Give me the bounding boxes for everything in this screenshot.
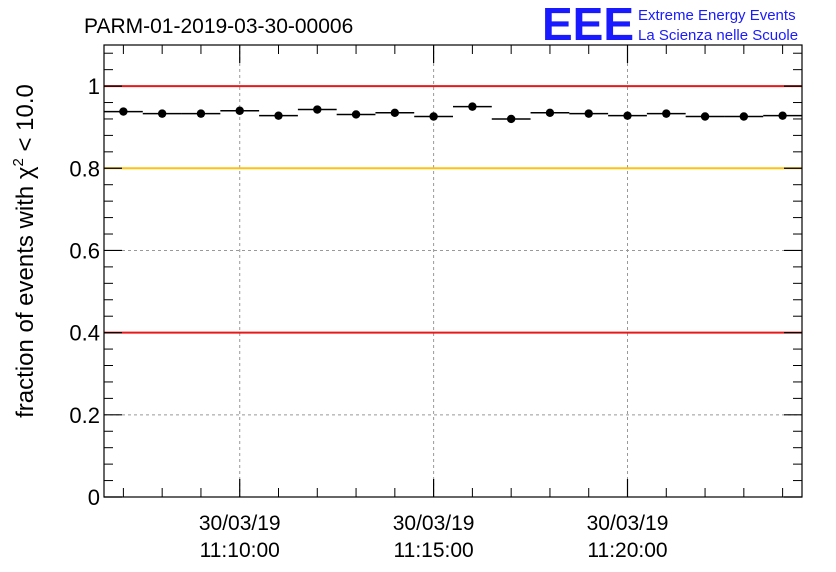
grid	[104, 45, 802, 497]
reference-lines	[104, 85, 802, 334]
logo-mark: EEE	[542, 0, 634, 50]
chart-title: PARM-01-2019-03-30-00006	[84, 15, 353, 38]
data-point	[468, 102, 477, 111]
x-tick-label-date: 30/03/19	[199, 512, 281, 535]
data-point	[274, 111, 283, 120]
data-series	[104, 102, 802, 124]
x-tick-label-date: 30/03/19	[393, 512, 475, 535]
y-axis-title: fraction of events with χ2 < 10.0	[10, 84, 39, 418]
y-tick-label: 0.8	[69, 156, 100, 181]
data-point	[584, 109, 593, 118]
data-point	[739, 112, 749, 121]
eee-logo: EEE Extreme Energy Events La Scienza nel…	[542, 0, 798, 50]
x-tick-label-time: 11:15:00	[394, 539, 474, 562]
y-tick-label: 0	[88, 485, 100, 510]
y-tick-label: 0.6	[69, 238, 100, 263]
x-axis: 30/03/19 11:10:00 30/03/19 11:15:00 30/03/19…	[122, 45, 784, 562]
data-point	[623, 111, 632, 120]
data-point	[313, 105, 322, 114]
y-axis-title-sup: 2	[10, 158, 27, 166]
y-tick-label: 1	[88, 74, 100, 99]
y-tick-label: 0.4	[69, 321, 100, 346]
x-tick-label-time: 11:10:00	[200, 539, 280, 562]
data-point	[778, 111, 787, 120]
x-tick-label-date: 30/03/19	[587, 512, 669, 535]
data-point	[351, 110, 361, 119]
y-axis-title-chi: χ	[12, 166, 39, 179]
data-point	[119, 107, 128, 116]
data-point	[700, 112, 710, 121]
data-point	[196, 109, 206, 118]
data-point	[662, 109, 671, 118]
data-point	[235, 106, 244, 115]
data-point	[157, 109, 167, 118]
data-point	[390, 108, 400, 118]
y-tick-label: 0.2	[69, 403, 100, 428]
plot-frame	[103, 44, 803, 498]
logo-line-1: Extreme Energy Events	[638, 7, 796, 24]
data-point	[545, 108, 555, 118]
y-axis: 0 0.2 0.4 0.6 0.8 1	[69, 52, 802, 510]
x-tick-label-time: 11:20:00	[587, 539, 667, 562]
data-point	[506, 114, 516, 124]
logo-line-2: La Scienza nelle Scuole	[638, 27, 798, 44]
y-axis-title-suffix: < 10.0	[12, 84, 39, 158]
data-point	[429, 112, 438, 121]
y-axis-title-prefix: fraction of events with	[12, 179, 39, 418]
